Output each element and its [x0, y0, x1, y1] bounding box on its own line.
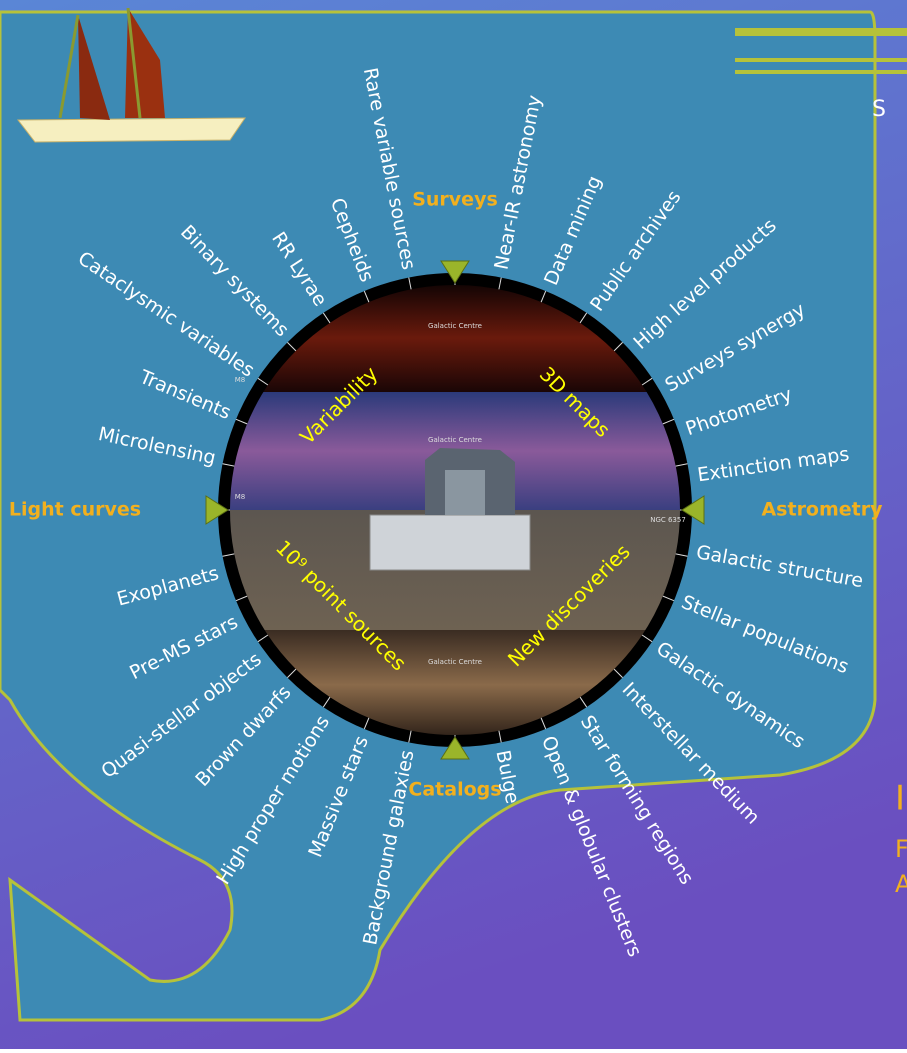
edge-text: S	[872, 97, 886, 122]
photo-label: Galactic Centre	[428, 658, 482, 666]
photo-label: M8	[235, 493, 246, 501]
edge-text: I	[895, 779, 905, 819]
photo-label: M8	[235, 376, 246, 384]
hub-label: Astrometry	[761, 499, 883, 521]
edge-text: A	[895, 870, 907, 898]
photo-label: Galactic Centre	[428, 436, 482, 444]
photo-label: NGC 6357	[650, 516, 686, 524]
hub-label: Catalogs	[408, 779, 501, 801]
photo-label: Galactic Centre	[428, 322, 482, 330]
diagram: SurveysAstrometryCatalogsLight curvesNea…	[0, 0, 907, 1049]
hub-label: Light curves	[9, 499, 141, 521]
hub-label: Surveys	[412, 189, 498, 211]
edge-text: F	[895, 835, 907, 863]
